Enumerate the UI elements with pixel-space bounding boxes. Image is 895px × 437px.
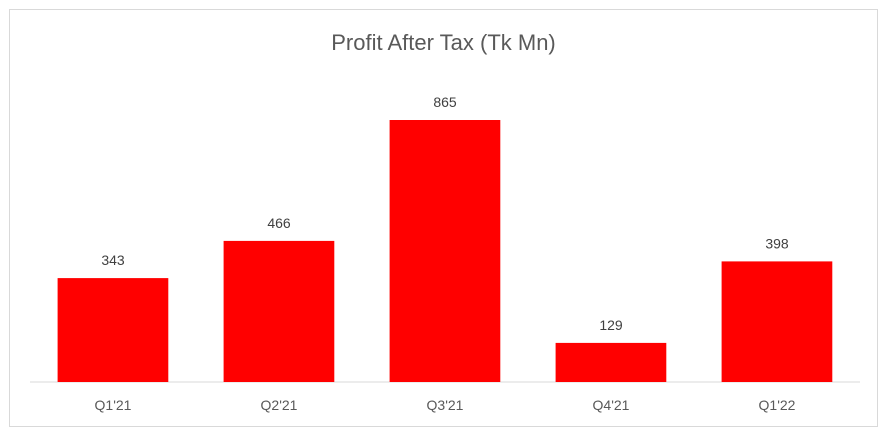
x-tick-label: Q2'21: [261, 397, 298, 413]
data-label: 129: [599, 317, 623, 333]
x-tick-label: Q4'21: [593, 397, 630, 413]
chart-title: Profit After Tax (Tk Mn): [331, 30, 556, 55]
data-label: 466: [267, 215, 291, 231]
bar-q421: [555, 342, 667, 382]
bar-q121: [57, 278, 169, 382]
data-label: 865: [433, 94, 457, 110]
x-tick-label: Q1'22: [759, 397, 796, 413]
x-tick-label: Q3'21: [427, 397, 464, 413]
data-label: 398: [765, 235, 789, 251]
x-tick-label: Q1'21: [95, 397, 132, 413]
bar-q321: [389, 120, 501, 382]
data-label: 343: [101, 252, 125, 268]
bar-q122: [721, 261, 833, 382]
bar-q221: [223, 240, 335, 382]
